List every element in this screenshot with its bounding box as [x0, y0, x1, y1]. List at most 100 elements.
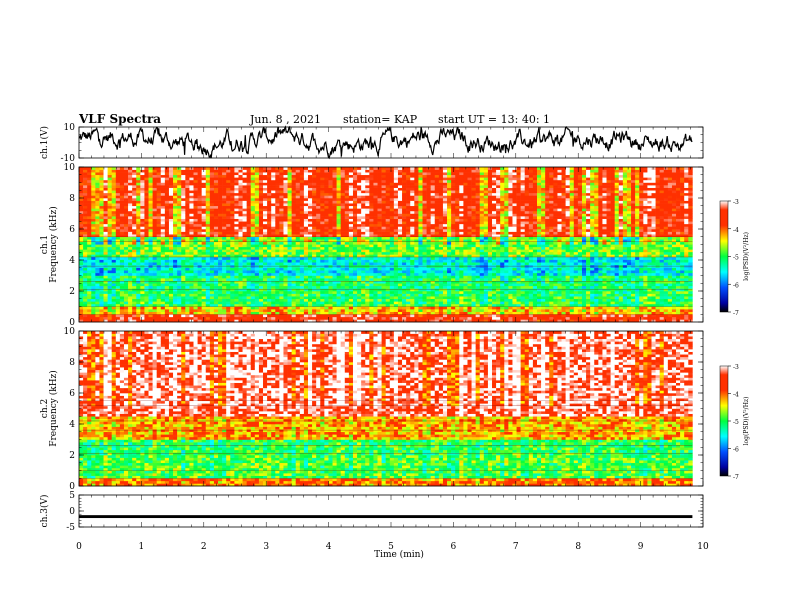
- spectrogram-cell: [218, 172, 223, 176]
- spectrogram-cell: [123, 319, 129, 323]
- spectrogram-cell: [287, 231, 292, 235]
- spectrogram-cell: [373, 239, 378, 243]
- spectrogram-cell: [218, 291, 223, 294]
- spectrogram-cell: [119, 256, 125, 260]
- spectrogram-cell: [226, 301, 231, 305]
- spectrogram-cell: [254, 179, 260, 183]
- spectrogram-cell: [140, 174, 145, 178]
- spectrogram-cell: [132, 314, 137, 318]
- spectrogram-cell: [156, 301, 162, 305]
- spectrogram-cell: [189, 262, 194, 266]
- spectrogram-cell: [340, 226, 346, 230]
- spectrogram-cell: [140, 223, 145, 227]
- spectrogram-cell: [414, 264, 419, 268]
- spectrogram-cell: [393, 254, 399, 258]
- spectrogram-cell: [201, 213, 207, 217]
- spectrogram-cell: [365, 264, 370, 268]
- spectrogram-cell: [414, 210, 419, 214]
- spectrogram-cell: [205, 319, 211, 323]
- spectrogram-cell: [111, 270, 117, 274]
- spectrogram-cell: [91, 190, 96, 194]
- spectrogram-cell: [402, 195, 407, 199]
- spectrogram-cell: [254, 241, 260, 245]
- spectrogram-cell: [136, 239, 141, 243]
- spectrogram-cell: [246, 231, 252, 235]
- spectrogram-cell: [168, 167, 174, 170]
- spectrogram-cell: [173, 314, 178, 318]
- spectrogram-cell: [402, 280, 407, 284]
- spectrogram-cell: [389, 280, 395, 284]
- spectrogram-cell: [132, 259, 137, 263]
- spectrogram-cell: [95, 259, 100, 263]
- spectrogram-cell: [201, 280, 207, 284]
- spectrogram-cell: [352, 195, 358, 199]
- spectrogram-cell: [402, 293, 407, 297]
- spectrogram-cell: [201, 301, 207, 305]
- spectrogram-cell: [357, 319, 362, 323]
- spectrogram-cell: [406, 291, 411, 294]
- spectrogram-cell: [275, 298, 280, 302]
- spectrogram-cell: [283, 195, 288, 199]
- spectrogram-cell: [103, 218, 108, 222]
- spectrogram-cell: [103, 259, 108, 263]
- spectrogram-cell: [369, 185, 374, 188]
- spectrogram-cell: [393, 241, 399, 245]
- spectrogram-cell: [148, 303, 153, 307]
- spectrogram-cell: [234, 223, 239, 227]
- spectrogram-cell: [414, 278, 419, 281]
- spectrogram-cell: [393, 182, 399, 186]
- spectrogram-cell: [258, 174, 264, 178]
- spectrogram-cell: [393, 285, 399, 289]
- spectrogram-cell: [258, 195, 264, 199]
- spectrogram-cell: [226, 262, 231, 266]
- spectrogram-cell: [144, 259, 149, 263]
- spectrogram-cell: [201, 210, 207, 214]
- spectrogram-cell: [312, 198, 317, 201]
- spectrogram-cell: [152, 231, 157, 235]
- spectrogram-cell: [361, 306, 366, 310]
- spectrogram-cell: [111, 226, 117, 230]
- spectrogram-cell: [320, 296, 325, 300]
- spectrogram-cell: [115, 187, 121, 191]
- spectrogram-cell: [234, 246, 239, 250]
- spectrogram-cell: [267, 309, 272, 312]
- spectrogram-cell: [185, 291, 190, 294]
- spectrogram-cell: [189, 278, 194, 281]
- spectrogram-cell: [230, 303, 235, 307]
- spectrogram-cell: [267, 267, 272, 271]
- spectrogram-cell: [226, 251, 231, 255]
- spectrogram-cell: [258, 190, 264, 194]
- spectrogram-cell: [164, 169, 170, 173]
- spectrogram-cell: [197, 298, 202, 302]
- spectrogram-cell: [291, 267, 297, 271]
- spectrogram-cell: [173, 241, 178, 245]
- spectrogram-cell: [324, 174, 329, 178]
- spectrogram-cell: [115, 229, 121, 232]
- spectrogram-cell: [397, 254, 403, 258]
- spectrogram-cell: [213, 316, 219, 320]
- spectrogram-cell: [164, 241, 170, 245]
- spectrogram-cell: [373, 208, 378, 212]
- spectrogram-cell: [189, 288, 194, 292]
- spectrogram-cell: [103, 272, 108, 276]
- spectrogram-cell: [173, 182, 178, 186]
- spectrogram-cell: [213, 285, 219, 289]
- spectrogram-cell: [320, 285, 325, 289]
- spectrogram-cell: [238, 262, 243, 266]
- spectrogram-cell: [132, 198, 137, 201]
- spectrogram-cell: [185, 311, 190, 315]
- spectrogram-cell: [369, 278, 374, 281]
- spectrogram-cell: [402, 216, 407, 219]
- spectrogram-cell: [168, 234, 174, 238]
- spectrogram-cell: [414, 306, 419, 310]
- spectrogram-cell: [132, 226, 137, 230]
- spectrogram-cell: [316, 226, 321, 230]
- spectrogram-cell: [173, 205, 178, 209]
- spectrogram-cell: [230, 311, 235, 315]
- spectrogram-cell: [168, 205, 174, 209]
- spectrogram-cell: [283, 244, 288, 248]
- spectrogram-cell: [177, 278, 182, 281]
- spectrogram-cell: [397, 216, 403, 219]
- spectrogram-cell: [209, 210, 215, 214]
- spectrogram-cell: [267, 311, 272, 315]
